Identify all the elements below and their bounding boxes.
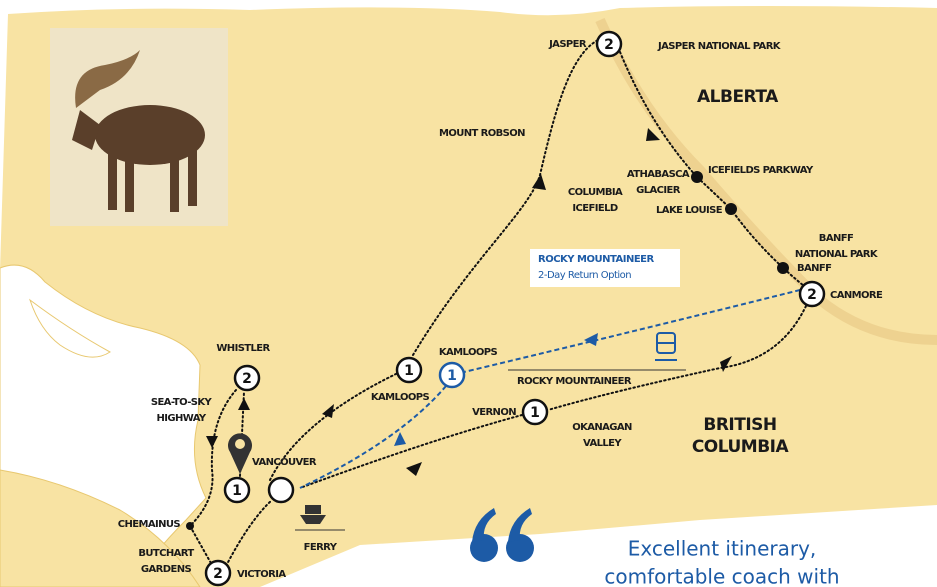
stop-nights: 2 [242,371,252,387]
place-label: SEA-TO-SKY [151,397,213,408]
place-label: BRITISH [703,415,776,435]
place-label: VERNON [472,407,516,418]
stop-nights: 1 [232,483,242,499]
stop-nights: 1 [404,363,414,379]
place-label: WHISTLER [216,343,270,354]
quote-text: comfortable coach with [604,565,839,587]
place-label: ICEFIELD [572,203,617,214]
stop-nights: 2 [604,37,614,53]
place-label: VALLEY [583,438,622,449]
vancouver-circle [269,478,293,502]
stop-nights: 2 [807,287,817,303]
place-label: BUTCHART [138,548,194,559]
place-label: CANMORE [830,290,883,301]
place-label: NATIONAL PARK [795,249,879,260]
place-label: GARDENS [141,564,192,575]
place-label: HIGHWAY [156,413,206,424]
place-label: ROCKY MOUNTAINEER [517,376,632,387]
option-sub: 2-Day Return Option [538,270,631,281]
place-label: JASPER [548,39,587,50]
place-label: ALBERTA [697,87,779,107]
place-label: ATHABASCA [627,169,690,180]
place-label: COLUMBIA [568,187,623,198]
place-label: CHEMAINUS [118,519,181,530]
map: JASPER JASPER NATIONAL PARK ALBERTA MOUNT R… [0,0,937,587]
place-label: JASPER NATIONAL PARK [657,41,782,52]
place-label: KAMLOOPS [439,347,498,358]
place-label: MOUNT ROBSON [439,128,525,139]
place-label: VANCOUVER [252,457,317,468]
page: JASPER JASPER NATIONAL PARK ALBERTA MOUNT R… [0,0,937,587]
stop-nights: 1 [530,405,540,421]
place-label: ICEFIELDS PARKWAY [708,165,814,176]
place-label: BANFF [797,263,831,274]
place-label: BANFF [819,233,853,244]
place-label: OKANAGAN [572,422,632,433]
quote-text: Excellent itinerary, [628,537,817,561]
place-label: FERRY [304,542,338,553]
place-label: LAKE LOUISE [656,205,723,216]
place-label: COLUMBIA [692,437,790,457]
stop-nights: 2 [213,566,223,582]
stop-nights: 1 [447,368,457,384]
place-label: VICTORIA [237,569,286,580]
pin-hole [235,439,245,449]
option-title: ROCKY MOUNTAINEER [538,254,654,265]
place-label: KAMLOOPS [371,392,430,403]
place-label: GLACIER [636,185,681,196]
